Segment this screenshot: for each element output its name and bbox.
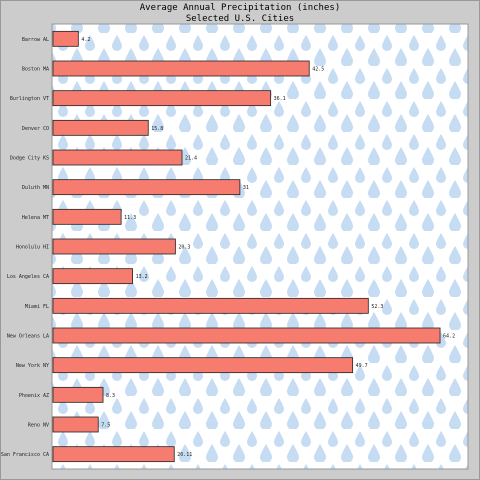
bar-burlington-vt <box>52 90 272 107</box>
value-label-boston-ma: 42.5 <box>312 67 324 73</box>
category-label-miami-fl: Miami FL <box>25 304 49 310</box>
value-label-honolulu-hi: 20.3 <box>178 245 190 251</box>
category-label-san-francisco-ca: San Francisco CA <box>1 452 49 458</box>
bar-phoenix-az <box>52 386 104 403</box>
category-label-phoenix-az: Phoenix AZ <box>19 393 49 399</box>
bar-san-francisco-ca <box>52 446 175 463</box>
value-label-duluth-mn: 31 <box>243 185 249 191</box>
bar-denver-co <box>52 119 149 136</box>
value-label-helena-mt: 11.3 <box>124 215 136 221</box>
chart-title: Average Annual Precipitation (inches) <box>139 3 341 13</box>
category-label-new-york-ny: New York NY <box>16 363 49 369</box>
value-label-los-angeles-ca: 13.2 <box>136 274 148 280</box>
bar-miami-fl <box>52 297 369 314</box>
chart-subtitle: Selected U.S. Cities <box>185 14 295 24</box>
category-label-reno-nv: Reno NV <box>28 423 49 429</box>
value-label-phoenix-az: 8.3 <box>106 393 115 399</box>
bar-barrow-al <box>52 30 79 47</box>
category-label-boston-ma: Boston MA <box>22 67 49 73</box>
category-label-los-angeles-ca: Los Angeles CA <box>7 274 49 280</box>
category-label-helena-mt: Helena MT <box>22 215 49 221</box>
bars-layer: Barrow AL 4.2 Boston MA 42.5 Burlington VT 36… <box>1 30 455 463</box>
value-label-new-york-ny: 49.7 <box>356 363 368 369</box>
bar-helena-mt <box>52 208 122 225</box>
bar-reno-nv <box>52 416 99 433</box>
category-label-burlington-vt: Burlington VT <box>10 96 49 102</box>
value-label-new-orleans-la: 64.2 <box>443 334 455 340</box>
bar-dodge-city-ks <box>52 149 183 166</box>
value-label-denver-co: 15.8 <box>151 126 163 132</box>
value-label-reno-nv: 7.5 <box>101 423 110 429</box>
category-label-denver-co: Denver CO <box>22 126 49 132</box>
bar-los-angeles-ca <box>52 268 133 285</box>
category-label-new-orleans-la: New Orleans LA <box>7 334 49 340</box>
category-label-honolulu-hi: Honolulu HI <box>16 245 49 251</box>
bar-new-york-ny <box>52 357 354 374</box>
bar-duluth-mn <box>52 179 241 196</box>
bar-new-orleans-la <box>52 327 441 344</box>
value-label-burlington-vt: 36.1 <box>274 96 286 102</box>
category-label-duluth-mn: Duluth MN <box>22 185 49 191</box>
value-label-dodge-city-ks: 21.4 <box>185 156 197 162</box>
bar-honolulu-hi <box>52 238 176 255</box>
bar-boston-ma <box>52 60 310 77</box>
value-label-miami-fl: 52.3 <box>371 304 383 310</box>
value-label-barrow-al: 4.2 <box>81 37 90 43</box>
chart-title-block: Average Annual Precipitation (inches) Se… <box>0 3 480 25</box>
category-label-barrow-al: Barrow AL <box>22 37 49 43</box>
value-label-san-francisco-ca: 20.11 <box>177 452 192 458</box>
category-label-dodge-city-ks: Dodge City KS <box>10 156 49 162</box>
